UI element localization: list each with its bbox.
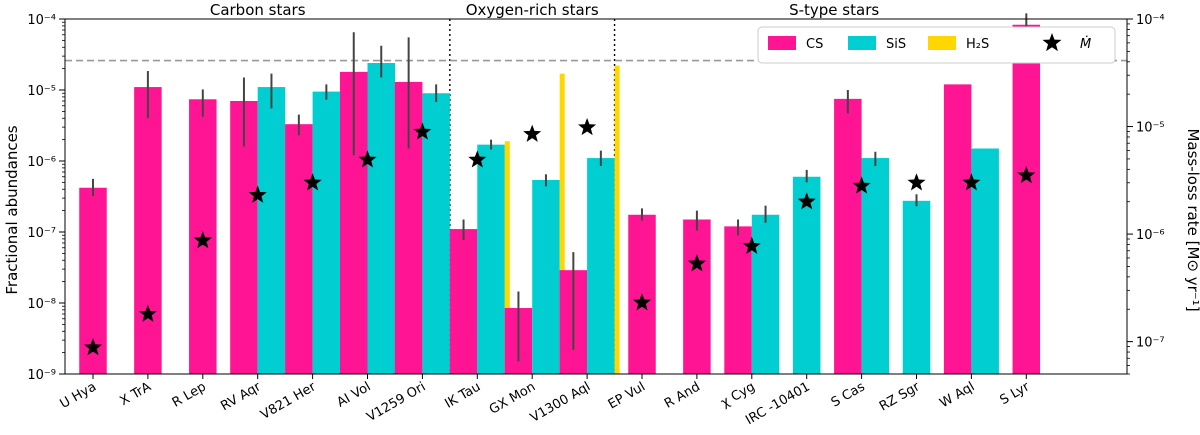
group-title: S-type stars	[789, 1, 879, 19]
bar-cs	[285, 124, 313, 374]
mass-loss-star	[248, 185, 267, 203]
x-tick-label: W Aql	[937, 379, 977, 411]
bar-sis	[477, 144, 505, 374]
mass-loss-star	[468, 150, 487, 168]
bar-sis	[792, 176, 821, 374]
x-tick-label: S Lyr	[998, 379, 1033, 408]
y-tick-label: 10⁻⁸	[27, 297, 56, 312]
bar-hs	[559, 73, 565, 375]
y2-tick-label: 10⁻⁴	[1136, 13, 1165, 28]
mass-loss-star	[742, 236, 761, 254]
x-tick-label: V821 Her	[258, 379, 319, 423]
mass-loss-star	[413, 122, 432, 140]
bar-cs	[943, 84, 972, 375]
bar-cs	[683, 219, 711, 374]
error-bar-layer	[92, 13, 1028, 362]
mass-loss-star	[907, 173, 926, 191]
y-tick-label: 10⁻⁹	[27, 368, 56, 383]
y2-tick-label: 10⁻⁷	[1136, 336, 1165, 351]
legend: CS SiS H₂S Ṁ	[757, 26, 1116, 64]
bar-cs	[449, 229, 478, 374]
mass-loss-star	[138, 304, 157, 322]
x-tick-label: V1300 Aql	[528, 379, 593, 425]
legend-swatch-h2s	[928, 36, 956, 50]
mass-loss-star	[1017, 166, 1036, 184]
mass-loss-star	[578, 117, 597, 136]
bar-sis	[422, 93, 450, 374]
mass-loss-star	[687, 254, 706, 272]
mass-loss-star	[797, 192, 816, 210]
bar-hs	[504, 141, 510, 374]
mass-loss-star	[83, 338, 103, 356]
bar-sis	[312, 91, 341, 374]
bar-sis	[902, 200, 931, 374]
y-tick-label: 10⁻⁷	[27, 226, 56, 241]
group-title: Carbon stars	[210, 1, 306, 19]
bar-sis	[861, 158, 890, 374]
legend-swatch-cs	[768, 36, 796, 50]
legend-label-sis: SiS	[886, 37, 906, 52]
x-tick-label: AI Vol	[335, 379, 374, 410]
x-tick-label: V1259 Ori	[364, 379, 428, 425]
x-tick-label: R And	[662, 379, 703, 411]
mass-loss-star	[962, 173, 981, 191]
mass-loss-star	[193, 231, 212, 249]
bar-sis	[532, 180, 560, 374]
legend-label-mass-loss: Ṁ	[1080, 36, 1091, 52]
legend-label-h2s: H₂S	[966, 37, 989, 52]
plot-frame	[64, 18, 1128, 375]
bar-sis	[587, 158, 615, 374]
mass-loss-star	[852, 176, 871, 194]
legend-star-icon	[1042, 33, 1062, 52]
group-title: Oxygen-rich stars	[466, 1, 599, 19]
x-tick-label: U Hya	[58, 379, 99, 412]
y-tick-label: 10⁻⁵	[27, 84, 56, 99]
y-axis-title: Fractional abundances	[3, 125, 21, 294]
y2-tick-label: 10⁻⁶	[1136, 228, 1165, 243]
x-tick-label: S Cas	[829, 379, 868, 410]
y2-tick-label: 10⁻⁵	[1136, 121, 1165, 136]
mass-loss-star	[303, 173, 322, 191]
legend-swatch-sis	[848, 36, 876, 50]
y-tick-label: 10⁻⁴	[27, 13, 56, 28]
bar-sis	[971, 148, 999, 374]
bar-hs	[614, 65, 620, 374]
mass-loss-marker-layer	[83, 117, 1036, 356]
x-tick-label: RV Aqr	[218, 379, 264, 414]
mass-loss-star	[523, 124, 542, 142]
bar-sis	[367, 63, 395, 374]
bar-cs	[834, 98, 862, 374]
mass-loss-star	[632, 293, 652, 311]
x-tick-label: IK Tau	[442, 379, 483, 411]
x-tick-label: RZ Sgr	[877, 379, 923, 414]
x-tick-label: χ Cyg	[719, 379, 758, 410]
mass-loss-star	[358, 150, 377, 168]
y-tick-label: 10⁻⁶	[27, 155, 56, 170]
legend-label-cs: CS	[806, 37, 823, 52]
bar-layer	[79, 24, 1041, 375]
x-tick-label: R Lep	[170, 379, 209, 410]
y2-axis-title: Mass-loss rate [M⊙ yr⁻¹]	[1184, 128, 1200, 311]
x-tick-label: X TrA	[118, 379, 154, 409]
bar-cs	[134, 87, 162, 374]
x-tick-label: EP Vul	[606, 379, 648, 412]
bar-cs	[724, 226, 752, 374]
bar-sis	[257, 87, 286, 374]
bar-cs	[1012, 24, 1041, 375]
bar-sis	[751, 214, 780, 374]
